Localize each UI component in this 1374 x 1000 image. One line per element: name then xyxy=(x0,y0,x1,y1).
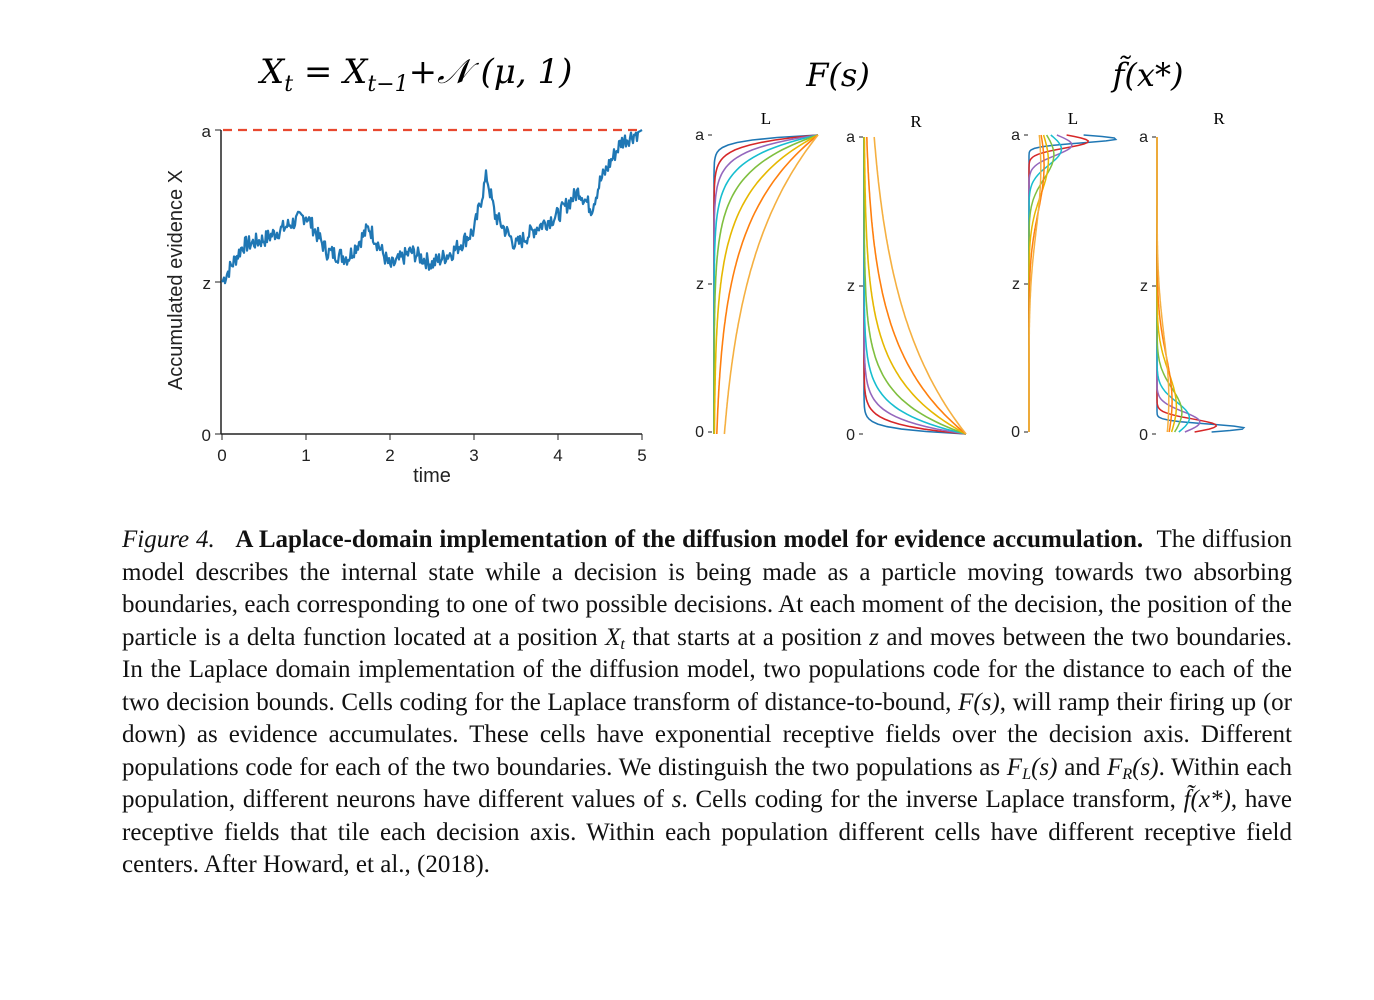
caption-math-s: s xyxy=(671,786,682,813)
F-right-curve-6 xyxy=(866,136,967,435)
F-left-curve-7 xyxy=(723,134,819,435)
walk-xtick-5: 5 xyxy=(637,446,646,465)
walk-xtick-0: 0 xyxy=(217,446,226,465)
walk-ytick-z: z xyxy=(203,274,212,293)
F-right-curves xyxy=(863,136,967,435)
walk-xtick-1: 1 xyxy=(301,446,310,465)
F-left-curve-5 xyxy=(713,134,819,434)
f-right-curves xyxy=(1156,137,1246,433)
f-panel: f̃(x*) L R a z 0 a z 0 xyxy=(1011,56,1246,444)
f-left-curve-2 xyxy=(1028,134,1073,432)
walk-x-ticks: 0 1 2 3 4 5 xyxy=(217,434,647,465)
caption-text-6: . Cells coding for the inverse Laplace t… xyxy=(681,786,1176,813)
caption-text-4: , will ramp their firing up (or down) as… xyxy=(122,688,1293,781)
caption-and: and xyxy=(1064,753,1101,781)
f-left-curve-4 xyxy=(1028,134,1055,432)
caption-math-x: Xt xyxy=(605,623,625,653)
walk-xtick-4: 4 xyxy=(553,446,562,465)
F-left-curve-4 xyxy=(713,134,819,434)
caption-math-fx: f̃(x*) xyxy=(1183,786,1231,813)
caption-text-5: . Within each population, different neur… xyxy=(122,753,1293,814)
f-left-curves xyxy=(1028,134,1118,432)
f-R-ytick-z: z xyxy=(1140,278,1148,295)
caption-math-Fs: F(s) xyxy=(958,688,1000,716)
caption-text-7: , have receptive fields that tile each d… xyxy=(122,786,1293,878)
f-L-ytick-z: z xyxy=(1012,276,1020,293)
f-L-ytick-0: 0 xyxy=(1011,424,1020,441)
F-left-label: L xyxy=(761,109,771,128)
caption-text-3: and moves between the two boundaries. In… xyxy=(122,623,1293,716)
F-R-ytick-0: 0 xyxy=(846,427,855,444)
caption-text-2: that starts at a position xyxy=(632,623,862,651)
F-L-ytick-z: z xyxy=(696,276,704,293)
F-right-curve-4 xyxy=(863,137,967,435)
caption-math-FL: FL(s) xyxy=(1006,753,1058,783)
f-title: f̃(x*) xyxy=(1111,56,1184,94)
F-right-curve-3 xyxy=(863,137,967,435)
figure-4-graphic: Xt = Xt−1+𝒩 (μ, 1) Accumulated evidence … xyxy=(165,52,1246,487)
walk-equation: Xt = Xt−1+𝒩 (μ, 1) xyxy=(257,52,572,97)
f-right-curve-5 xyxy=(1156,137,1178,433)
walk-trace xyxy=(221,129,643,285)
f-left-curve-0 xyxy=(1028,134,1118,432)
f-R-ytick-0: 0 xyxy=(1139,427,1148,444)
f-right-curve-2 xyxy=(1156,137,1201,433)
F-panel: F(s) L R a z 0 a z 0 xyxy=(695,56,967,444)
F-title: F(s) xyxy=(805,56,870,94)
F-left-curve-3 xyxy=(713,134,819,434)
f-right-label: R xyxy=(1213,109,1225,128)
walk-ylabel: Accumulated evidence X xyxy=(165,170,187,390)
f-L-ytick-a: a xyxy=(1011,127,1020,144)
f-R-ytick-a: a xyxy=(1139,129,1148,146)
walk-ytick-a: a xyxy=(202,122,212,141)
walk-xtick-3: 3 xyxy=(469,446,478,465)
F-right-label: R xyxy=(910,112,922,131)
F-L-ytick-a: a xyxy=(695,127,704,144)
F-left-curves xyxy=(713,134,819,435)
f-left-curve-7 xyxy=(1028,134,1042,432)
F-right-curve-7 xyxy=(873,136,967,435)
walk-xtick-2: 2 xyxy=(385,446,394,465)
walk-y-ticks: a z 0 xyxy=(202,122,221,445)
f-left-label: L xyxy=(1068,109,1078,128)
walk-xlabel: time xyxy=(413,465,451,487)
caption-math-z: z xyxy=(869,623,879,651)
walk-panel: Xt = Xt−1+𝒩 (μ, 1) Accumulated evidence … xyxy=(165,52,647,487)
walk-ytick-0: 0 xyxy=(202,426,211,445)
caption-label: Figure 4. xyxy=(122,526,215,553)
F-R-ytick-z: z xyxy=(847,278,855,295)
f-right-curve-1 xyxy=(1156,137,1218,433)
f-right-curve-7 xyxy=(1156,137,1170,433)
f-left-curve-1 xyxy=(1028,134,1090,432)
F-right-curve-5 xyxy=(863,137,967,435)
f-right-curve-4 xyxy=(1156,137,1183,433)
F-R-ytick-a: a xyxy=(846,129,855,146)
figure-caption: Figure 4. A Laplace-domain implementatio… xyxy=(122,524,1292,882)
f-left-curve-5 xyxy=(1028,134,1050,432)
F-L-ytick-0: 0 xyxy=(695,424,704,441)
caption-text-1: The diffusion model describes the intern… xyxy=(122,526,1292,651)
caption-title: A Laplace-domain implementation of the d… xyxy=(235,526,1144,553)
F-left-curve-6 xyxy=(716,134,819,435)
f-right-curve-0 xyxy=(1156,137,1246,433)
caption-math-FR: FR(s) xyxy=(1107,753,1159,783)
